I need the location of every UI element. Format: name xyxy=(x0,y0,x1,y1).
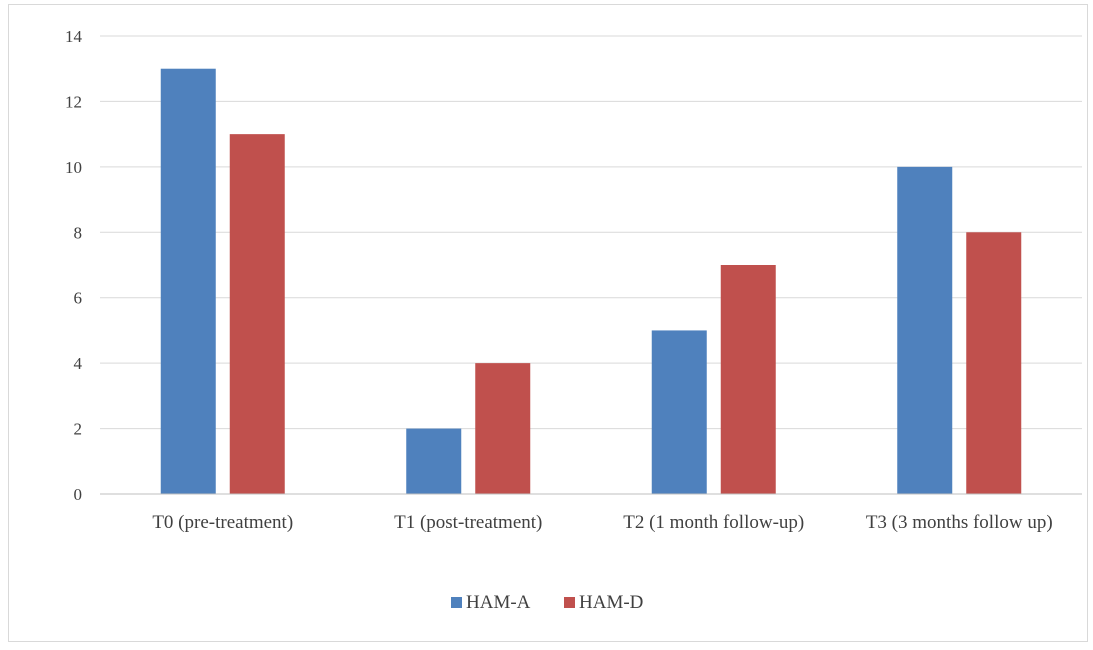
y-tick-label: 8 xyxy=(74,223,83,242)
y-tick-label: 14 xyxy=(65,27,83,46)
bar-ham-d-1 xyxy=(475,363,531,494)
legend-label-ham-a: HAM-A xyxy=(466,592,531,613)
y-tick-label: 6 xyxy=(74,289,83,308)
bar-ham-d-2 xyxy=(720,265,776,494)
bar-ham-a-3 xyxy=(897,166,953,494)
x-tick-label: T3 (3 months follow up) xyxy=(866,512,1053,533)
y-tick-label: 12 xyxy=(65,92,82,111)
y-axis-ticks: 0 2 4 6 8 10 12 14 xyxy=(65,27,83,504)
bar-ham-d-3 xyxy=(966,232,1022,495)
legend-label-ham-d: HAM-D xyxy=(579,592,643,613)
x-tick-label: T0 (pre-treatment) xyxy=(152,512,293,533)
legend-swatch-ham-a xyxy=(451,597,462,608)
x-tick-label: T1 (post-treatment) xyxy=(394,512,542,533)
y-tick-label: 2 xyxy=(74,420,83,439)
bar-ham-a-2 xyxy=(651,330,707,494)
legend-swatch-ham-d xyxy=(564,597,575,608)
x-axis-labels: T0 (pre-treatment) T1 (post-treatment) T2 … xyxy=(152,512,1052,533)
y-tick-label: 4 xyxy=(74,354,83,373)
bar-ham-a-0 xyxy=(160,68,216,494)
y-tick-label: 10 xyxy=(65,158,82,177)
x-tick-label: T2 (1 month follow-up) xyxy=(623,512,804,533)
bar-ham-a-1 xyxy=(406,428,462,494)
y-tick-label: 0 xyxy=(74,485,83,504)
bars xyxy=(160,68,1022,495)
bar-ham-d-0 xyxy=(229,134,285,494)
legend: HAM-A HAM-D xyxy=(451,592,643,613)
